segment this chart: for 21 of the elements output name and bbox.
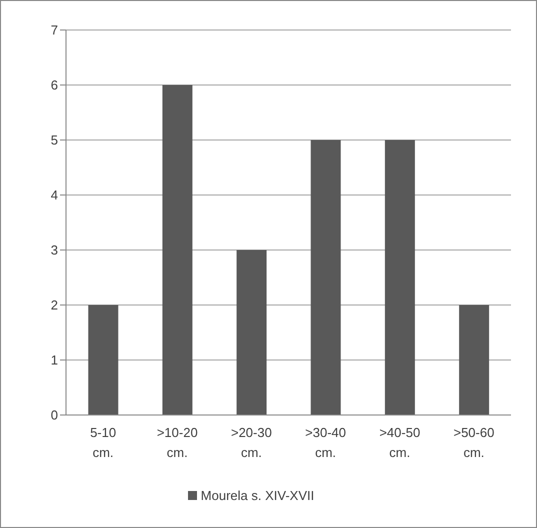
- x-tick-label: >40-50 cm.: [379, 425, 420, 460]
- y-tick-label: 6: [50, 78, 58, 93]
- bar: [310, 140, 341, 415]
- x-tick-label: >50-60 cm.: [453, 425, 494, 460]
- bar: [384, 140, 415, 415]
- bar: [88, 305, 118, 415]
- y-tick-label: 5: [50, 132, 58, 148]
- y-tick-label: 0: [50, 408, 58, 423]
- x-tick-label: >20-30 cm.: [230, 425, 272, 460]
- x-tick-label: 5-10 cm.: [90, 425, 116, 460]
- bar: [162, 85, 192, 415]
- bar: [236, 250, 267, 415]
- y-tick-label: 1: [50, 352, 58, 368]
- y-tick-label: 4: [50, 188, 58, 203]
- y-tick-label: 7: [50, 22, 58, 38]
- y-tick-label: 3: [50, 242, 58, 258]
- legend-label: Mourela s. XIV-XVII: [200, 488, 314, 503]
- y-tick-label: 2: [50, 298, 58, 313]
- x-tick-label: >10-20 cm.: [156, 425, 198, 460]
- x-tick-label: >30-40 cm.: [305, 425, 346, 460]
- bar: [459, 305, 490, 415]
